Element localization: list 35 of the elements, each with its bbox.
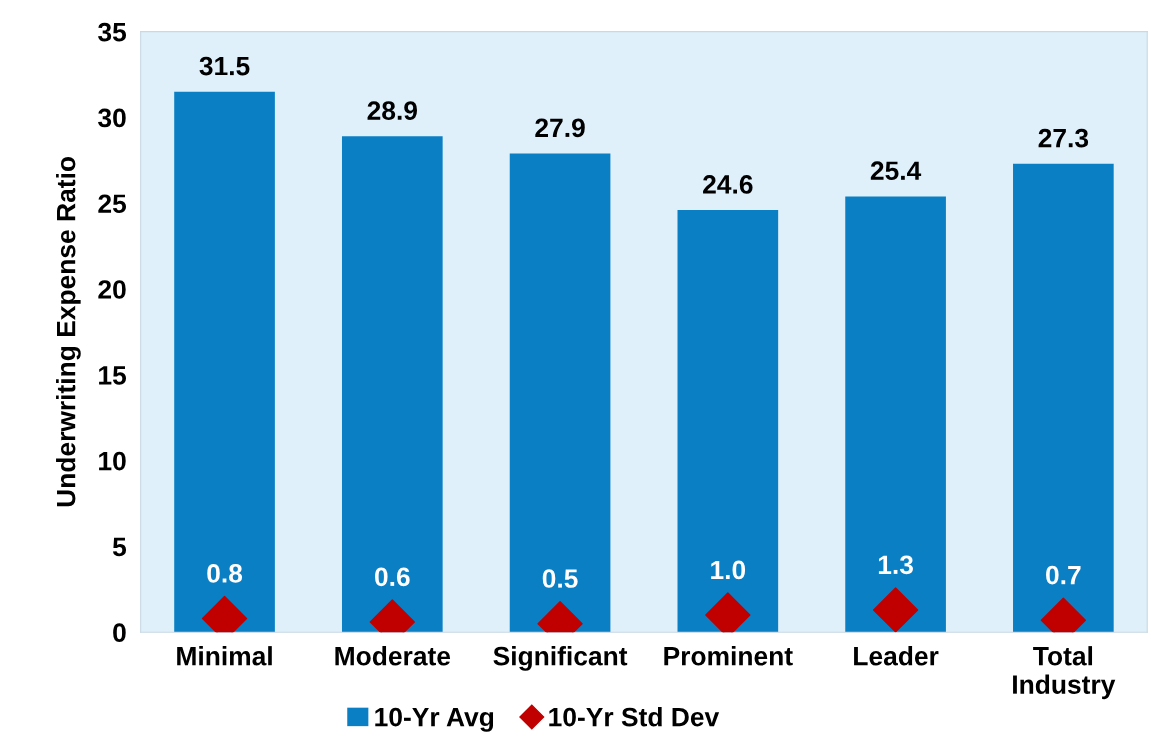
data-label: 27.9	[535, 118, 585, 138]
y-tick-label: 35	[98, 22, 127, 42]
data-label: 25.4	[870, 161, 922, 181]
y-tick-label: 5	[112, 537, 127, 557]
x-tick-label: Leader	[854, 646, 939, 666]
data-label: 1.0	[711, 560, 746, 580]
data-label: 31.5	[199, 56, 250, 76]
x-tick-label: Prominent	[664, 646, 793, 666]
y-tick-label: 30	[98, 108, 126, 128]
y-tick-label: 25	[98, 194, 127, 214]
bar	[1013, 163, 1114, 633]
data-label: 0.6	[375, 567, 410, 587]
data-label: 1.3	[878, 555, 913, 575]
bar	[677, 210, 779, 633]
data-label: 0.5	[542, 569, 578, 588]
y-tick-label: 20	[98, 280, 126, 299]
bar	[509, 153, 611, 633]
bar	[845, 196, 946, 633]
data-label: 28.9	[367, 101, 418, 120]
y-axis-title: Underwriting Expense Ratio	[56, 157, 81, 507]
x-tick-label: Moderate	[335, 646, 451, 666]
x-tick-label: Total Industry	[1013, 646, 1116, 700]
y-tick-label: 10	[99, 451, 126, 471]
bar	[341, 136, 443, 633]
y-tick-label: 15	[99, 366, 127, 385]
y-tick-label: 0	[113, 623, 126, 643]
x-tick-label: Significant	[493, 646, 628, 671]
data-label: 27.3	[1038, 128, 1089, 148]
bar	[174, 91, 275, 633]
legend-label: 10-Yr Avg	[375, 707, 494, 732]
data-label: 0.7	[1046, 565, 1081, 585]
x-tick-label: Minimal	[177, 646, 272, 666]
data-label: 0.8	[207, 564, 243, 583]
legend-label: 10-Yr Std Dev	[549, 707, 720, 727]
data-label: 24.6	[703, 175, 753, 194]
